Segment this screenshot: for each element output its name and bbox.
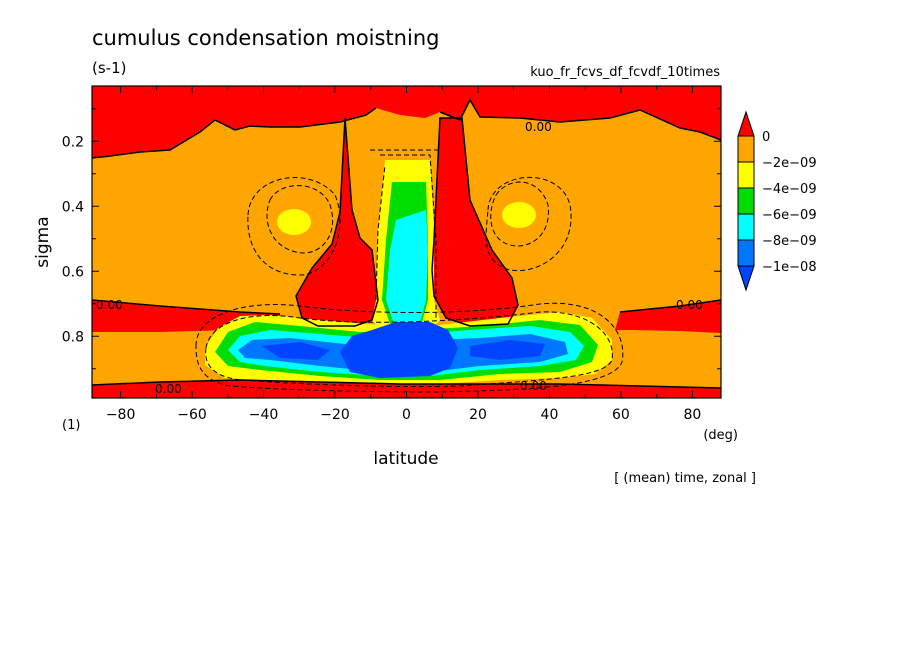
x-tick-label: −40 — [249, 407, 279, 423]
positive-region-right — [432, 118, 518, 326]
positive-region-top — [92, 86, 721, 158]
colorbar-swatch — [737, 213, 755, 241]
contour-label: 0.00 — [676, 298, 703, 312]
cyan-column — [386, 210, 428, 330]
colorbar: 0 −2e−09 −4e−09 −6e−09 −8e−09 −1e−08 — [737, 110, 817, 292]
x-axis-label: latitude — [373, 449, 438, 469]
colorbar-swatch — [737, 239, 755, 267]
positive-region-left — [296, 118, 378, 326]
contour-label: 0.00 — [525, 120, 552, 134]
contour-label: 0.00 — [96, 298, 123, 312]
contour-label: 0.00 — [155, 382, 182, 396]
colorbar-swatch — [737, 161, 755, 189]
y-tick-label: 0.4 — [62, 199, 84, 215]
y-tick-label: 0.6 — [62, 264, 84, 280]
positive-band-right — [615, 300, 721, 333]
x-axis-ticks: −80 −60 −40 −20 0 20 40 60 80 — [106, 86, 701, 423]
yellow-blob-right — [502, 202, 536, 228]
run-label: kuo_fr_fcvs_df_fcvdf_10times — [530, 65, 720, 80]
units-label: (s-1) — [92, 59, 126, 77]
y-axis-ticks: 0.2 0.4 0.6 0.8 — [62, 108, 721, 370]
negative-contours — [195, 149, 624, 393]
x-tick-label: −80 — [106, 407, 136, 423]
darkblue-core — [340, 322, 458, 378]
x-tick-label: 80 — [683, 407, 701, 423]
colorbar-label: −6e−09 — [762, 208, 817, 223]
x-axis-unit: (deg) — [703, 428, 738, 443]
colorbar-label: −2e−09 — [762, 156, 817, 171]
darkblue-lobe-right — [470, 340, 545, 360]
colorbar-swatch-top — [737, 110, 755, 137]
yellow-blob-left — [277, 209, 311, 235]
x-tick-label: 40 — [541, 407, 559, 423]
x-tick-label: 20 — [469, 407, 487, 423]
footer-note: [ (mean) time, zonal ] — [614, 471, 756, 486]
colorbar-swatch — [737, 135, 755, 163]
colorbar-label: 0 — [762, 130, 770, 145]
x-tick-label: 0 — [402, 407, 411, 423]
colorbar-swatch — [737, 187, 755, 215]
panel-label: (1) — [62, 418, 80, 433]
x-tick-label: −60 — [177, 407, 207, 423]
x-tick-label: −20 — [320, 407, 350, 423]
darkblue-lobe-left — [262, 342, 330, 360]
colorbar-swatch-bottom — [737, 265, 755, 292]
colorbar-label: −8e−09 — [762, 234, 817, 249]
zero-contours — [92, 98, 721, 389]
y-tick-label: 0.2 — [62, 134, 84, 150]
y-axis-label: sigma — [33, 216, 53, 267]
colorbar-label: −4e−09 — [762, 182, 817, 197]
y-tick-label: 0.8 — [62, 329, 84, 345]
contour-label: 0.00 — [520, 379, 547, 393]
x-tick-label: 60 — [612, 407, 630, 423]
positive-bump — [700, 96, 721, 112]
colorbar-label: −1e−08 — [762, 260, 817, 275]
contour-field: 0.00 0.00 0.00 0.00 0.00 — [92, 86, 721, 398]
chart-title: cumulus condensation moistning — [92, 26, 439, 50]
